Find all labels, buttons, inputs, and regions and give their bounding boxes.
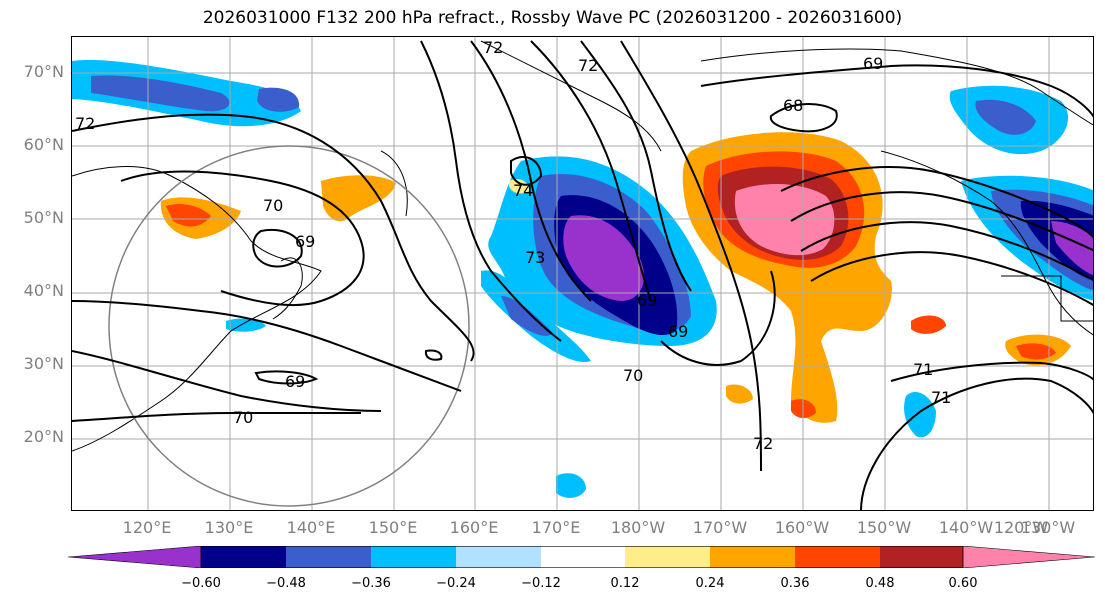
map-canvas: 72 72 69 68 72 74 70 69 73 69 69 70 69 7… <box>72 37 1093 510</box>
lon-label-120e: 120°E <box>122 518 172 537</box>
lon-label-160w: 160°W <box>774 518 830 537</box>
contour-label: 69 <box>295 232 315 251</box>
contour-label: 70 <box>263 196 283 215</box>
contour-label: 69 <box>637 291 657 310</box>
colorbar-segment <box>201 546 286 568</box>
lon-label-170w: 170°W <box>692 518 748 537</box>
lon-label-150w: 150°W <box>856 518 912 537</box>
colorbar-segment <box>286 546 371 568</box>
contour-label: 73 <box>525 248 545 267</box>
colorbar-segment <box>795 546 880 568</box>
contour-label: 68 <box>783 96 803 115</box>
contour-label: 72 <box>753 434 773 453</box>
lon-label-150e: 150°E <box>368 518 418 537</box>
contour-label: 72 <box>578 56 598 75</box>
lon-label-140w: 140°W <box>938 518 994 537</box>
colorbar-segment <box>880 546 963 568</box>
contour-label: 69 <box>285 372 305 391</box>
lat-label-20n: 20°N <box>23 427 64 446</box>
contour-label: 69 <box>863 54 883 73</box>
colorbar-segment <box>456 546 541 568</box>
contour-label: 72 <box>483 38 503 57</box>
lon-label-130e: 130°E <box>204 518 254 537</box>
positive-shading <box>160 132 1071 423</box>
colorbar-segment <box>541 546 625 568</box>
colorbar-extend-high <box>962 546 1095 568</box>
contour-label: 72 <box>75 114 95 133</box>
colorbar-extend-low <box>68 546 202 568</box>
map-title: 2026031000 F132 200 hPa refract., Rossby… <box>202 8 903 28</box>
colorbar-tick: −0.48 <box>266 576 306 591</box>
contour-label: 70 <box>623 366 643 385</box>
contour-label: 70 <box>233 408 253 427</box>
colorbar-tick: −0.12 <box>521 576 561 591</box>
lat-label-40n: 40°N <box>23 281 64 300</box>
lat-label-30n: 30°N <box>23 354 64 373</box>
colorbar-tick: 0.12 <box>610 576 640 591</box>
contour-lines <box>72 40 1093 510</box>
lon-label-180w: 180°W <box>610 518 666 537</box>
colorbar-segment <box>710 546 795 568</box>
colorbar-tick: 0.48 <box>865 576 895 591</box>
lat-label-60n: 60°N <box>23 135 64 154</box>
colorbar <box>68 546 1095 568</box>
contour-label: 69 <box>668 322 688 341</box>
colorbar-tick: 0.24 <box>695 576 725 591</box>
colorbar-segment <box>625 546 710 568</box>
graticule <box>72 37 1093 510</box>
contour-label: 74 <box>513 181 533 200</box>
contour-labels: 72 72 69 68 72 74 70 69 73 69 69 70 69 7… <box>75 38 951 453</box>
lon-label-140e: 140°E <box>286 518 336 537</box>
lon-label-160e: 160°E <box>449 518 499 537</box>
contour-label: 71 <box>913 360 933 379</box>
colorbar-tick: 0.36 <box>780 576 810 591</box>
colorbar-tick: 0.60 <box>948 576 978 591</box>
negative-shading <box>72 60 1093 498</box>
map-panel: 72 72 69 68 72 74 70 69 73 69 69 70 69 7… <box>71 36 1094 511</box>
contour-label: 71 <box>931 388 951 407</box>
colorbar-tick: −0.36 <box>351 576 391 591</box>
lon-label-170e: 170°E <box>531 518 581 537</box>
lon-label-120w: 120°W <box>993 518 1049 537</box>
colorbar-tick: −0.60 <box>181 576 221 591</box>
colorbar-tick: −0.24 <box>436 576 476 591</box>
lat-label-50n: 50°N <box>23 208 64 227</box>
colorbar-segment <box>371 546 456 568</box>
lon-label-130w: 130°W <box>1020 518 1076 537</box>
lat-label-70n: 70°N <box>23 62 64 81</box>
great-circle <box>108 145 470 507</box>
